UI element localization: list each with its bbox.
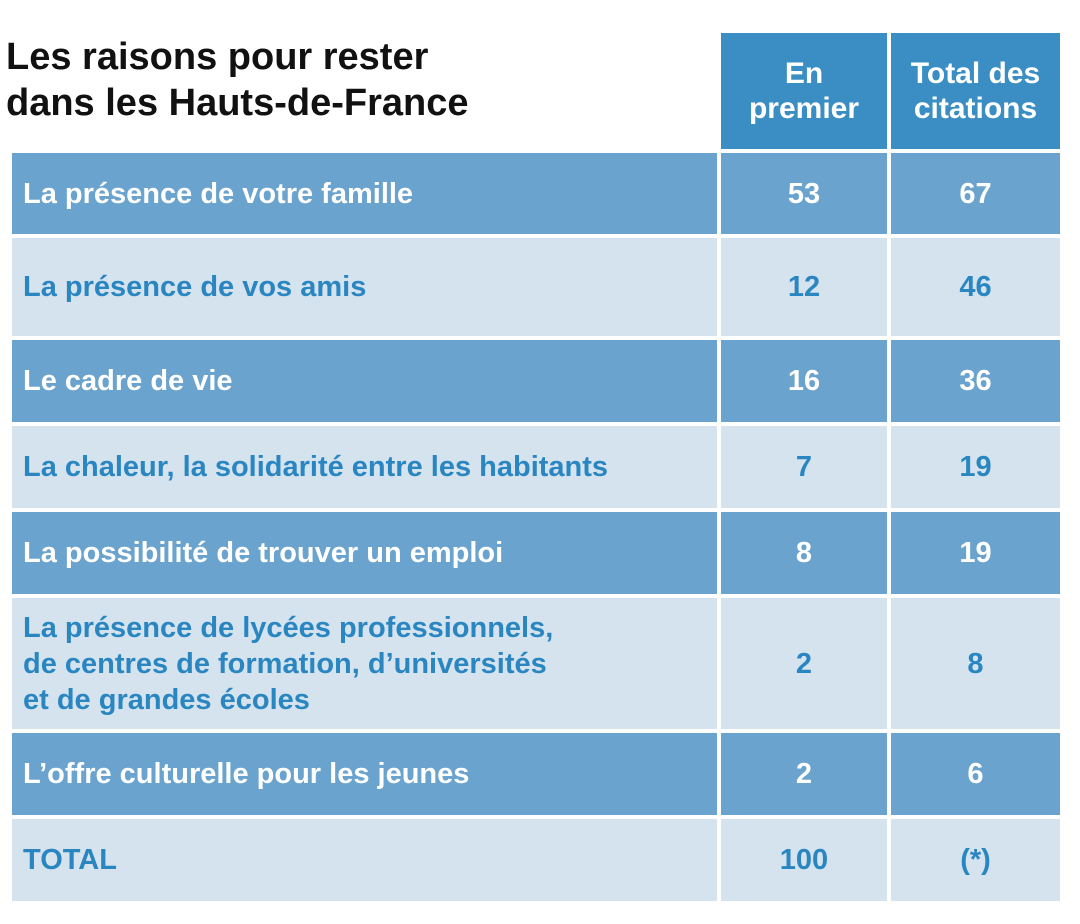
column-header-total-line-2: citations — [913, 92, 1038, 125]
row-label: La présence de votre famille — [12, 153, 717, 234]
row-label-line: La présence de vos amis — [23, 271, 367, 303]
cell-en-premier: 2 — [721, 598, 887, 729]
cell-total-citations: 19 — [891, 512, 1060, 594]
column-header-en-premier-line-2: premier — [748, 92, 860, 125]
table-title: Les raisons pour rester dans les Hauts-d… — [6, 34, 706, 126]
row-label-line: La présence de votre famille — [23, 177, 414, 210]
row-label-line: TOTAL — [23, 844, 117, 876]
cell-en-premier: 8 — [721, 512, 887, 594]
cell-total-citations: 8 — [891, 598, 1060, 729]
row-label: La chaleur, la solidarité entre les habi… — [12, 426, 717, 508]
title-line-2: dans les Hauts-de-France — [6, 82, 469, 124]
row-label: La possibilité de trouver un emploi — [12, 512, 717, 594]
cell-total-citations: 67 — [891, 153, 1060, 234]
row-label-line: et de grandes écoles — [23, 683, 310, 716]
row-label: Le cadre de vie — [12, 340, 717, 422]
title-line-1: Les raisons pour rester — [6, 36, 429, 78]
cell-en-premier: 53 — [721, 153, 887, 234]
column-header-total-line-1: Total des — [910, 57, 1041, 90]
cell-en-premier: 100 — [721, 819, 887, 901]
cell-en-premier: 12 — [721, 238, 887, 336]
row-label: TOTAL — [12, 819, 717, 901]
row-label-line: La présence de lycées professionnels, — [23, 611, 554, 644]
column-header-total-citations: Total des citations — [891, 33, 1060, 149]
row-label: L’offre culturelle pour les jeunes — [12, 733, 717, 815]
cell-total-citations: 46 — [891, 238, 1060, 336]
row-label: La présence de vos amis — [12, 238, 717, 336]
cell-en-premier: 16 — [721, 340, 887, 422]
column-header-en-premier-line-1: En — [784, 57, 824, 90]
cell-total-citations: 19 — [891, 426, 1060, 508]
row-label-line: La possibilité de trouver un emploi — [23, 537, 504, 569]
row-label-line: La chaleur, la solidarité entre les habi… — [23, 451, 609, 483]
cell-total-citations: 36 — [891, 340, 1060, 422]
cell-en-premier: 7 — [721, 426, 887, 508]
cell-total-citations: 6 — [891, 733, 1060, 815]
cell-total-citations: (*) — [891, 819, 1060, 901]
row-label: La présence de lycées professionnels, de … — [12, 598, 717, 729]
cell-en-premier: 2 — [721, 733, 887, 815]
row-label-line: Le cadre de vie — [23, 365, 233, 397]
row-label-line: de centres de formation, d’universités — [23, 647, 547, 680]
column-header-en-premier: En premier — [721, 33, 887, 149]
row-label-line: L’offre culturelle pour les jeunes — [23, 758, 470, 790]
